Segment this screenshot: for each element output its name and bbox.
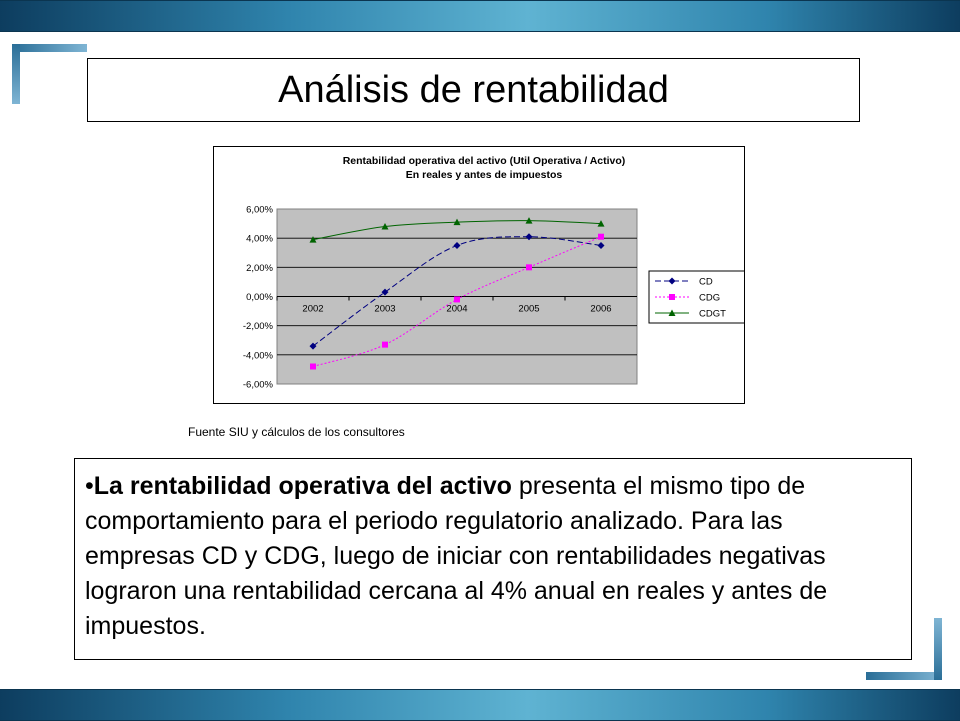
y-tick-label: 4,00% [246, 234, 273, 245]
x-tick-label: 2002 [302, 304, 323, 315]
y-tick-label: 0,00% [246, 292, 273, 303]
corner-bracket-bottom-right-horizontal [866, 672, 942, 680]
x-tick-label: 2004 [446, 304, 467, 315]
data-point-cdg [454, 296, 460, 303]
corner-bracket-top-left-horizontal [12, 44, 87, 52]
y-tick-label: -4,00% [243, 350, 274, 361]
data-point-cd [453, 241, 461, 249]
y-tick-label: 6,00% [246, 205, 273, 216]
rentabilidad-chart: Rentabilidad operativa del activo (Util … [243, 155, 749, 391]
data-point-cdgt [597, 220, 605, 227]
corner-bracket-top-left-vertical [12, 44, 20, 104]
data-point-cd [597, 241, 605, 249]
chart-container: Rentabilidad operativa del activo (Util … [213, 146, 749, 404]
legend-label-cdg: CDG [699, 293, 720, 304]
slide-title-text: Análisis de rentabilidad [278, 68, 669, 111]
bullet-marker: • [85, 472, 94, 500]
data-point-cd [525, 233, 533, 241]
x-tick-label: 2005 [518, 304, 539, 315]
source-note: Fuente SIU y cálculos de los consultores [188, 425, 405, 439]
y-tick-label: 2,00% [246, 263, 273, 274]
y-tick-label: -2,00% [243, 321, 274, 332]
data-point-cd [381, 288, 389, 296]
legend-marker-cdg [669, 294, 675, 300]
legend-marker-cdgt [668, 309, 676, 316]
data-point-cd [309, 342, 317, 350]
chart-title: Rentabilidad operativa del activo (Util … [343, 155, 626, 167]
legend-marker-cd [668, 277, 676, 285]
data-point-cdgt [525, 217, 533, 224]
legend-label-cdgt: CDGT [699, 309, 726, 320]
bullet-text-box: •La rentabilidad operativa del activo pr… [74, 458, 912, 660]
top-banner [0, 0, 960, 32]
x-tick-label: 2003 [374, 304, 395, 315]
data-point-cdgt [309, 236, 317, 243]
data-point-cdg [598, 233, 604, 240]
x-tick-label: 2006 [590, 304, 611, 315]
data-point-cdg [382, 341, 388, 348]
corner-bracket-bottom-right-vertical [934, 618, 942, 680]
bullet-bold-text: La rentabilidad operativa del activo [93, 472, 512, 500]
data-point-cdgt [453, 218, 461, 226]
bottom-banner [0, 689, 960, 721]
legend-label-cd: CD [699, 277, 713, 288]
legend-box [648, 270, 749, 324]
data-point-cdgt [381, 223, 389, 230]
chart-subtitle: En reales y antes de impuestos [406, 169, 563, 181]
slide-title: Análisis de rentabilidad [87, 58, 860, 122]
bullet-body-text: presenta el mismo tipo de comportamiento… [85, 472, 828, 640]
data-point-cdg [526, 264, 532, 271]
y-tick-label: -6,00% [243, 380, 274, 391]
data-point-cdg [310, 363, 316, 370]
